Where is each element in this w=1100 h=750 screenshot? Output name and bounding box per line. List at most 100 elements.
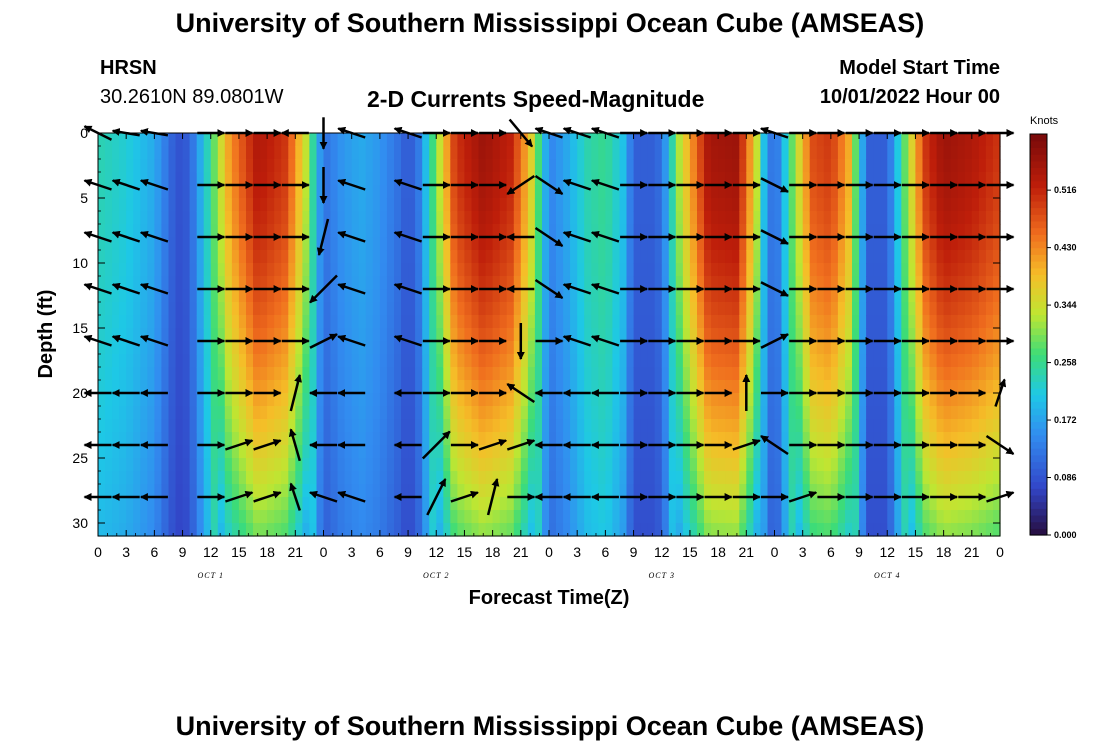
heat-cell <box>725 328 733 342</box>
heat-cell <box>964 315 973 329</box>
heat-cell <box>443 341 451 355</box>
heat-cell <box>133 523 141 537</box>
heat-cell <box>845 484 853 498</box>
heat-cell <box>147 146 155 160</box>
heat-cell <box>217 159 226 173</box>
heat-cell <box>168 497 177 511</box>
heat-cell <box>408 198 416 212</box>
heat-cell <box>288 172 296 186</box>
heat-cell <box>922 276 931 290</box>
heat-cell <box>182 432 191 446</box>
heat-cell <box>175 263 184 277</box>
heat-cell <box>161 471 169 485</box>
heat-cell <box>238 289 247 303</box>
heat-cell <box>859 406 867 420</box>
heat-cell <box>372 510 381 524</box>
heat-cell <box>323 172 332 186</box>
heat-cell <box>668 250 677 264</box>
heat-cell <box>527 523 536 537</box>
heat-cell <box>901 237 909 251</box>
heat-cell <box>253 354 261 368</box>
heat-cell <box>746 263 754 277</box>
heat-cell <box>408 354 416 368</box>
colorbar-swatch <box>1030 200 1047 209</box>
heat-cell <box>647 263 656 277</box>
heat-cell <box>767 159 776 173</box>
heat-cell <box>802 146 811 160</box>
heat-cell <box>189 224 198 238</box>
x-tick-label: 0 <box>771 544 779 560</box>
heat-cell <box>950 484 959 498</box>
heat-cell <box>534 432 543 446</box>
heat-cell <box>175 185 184 199</box>
heat-cell <box>189 432 198 446</box>
heat-cell <box>281 445 289 459</box>
heat-cell <box>753 198 761 212</box>
heat-cell <box>337 276 346 290</box>
heat-cell <box>866 237 874 251</box>
heat-cell <box>175 393 184 407</box>
heat-cell <box>443 484 451 498</box>
heat-cell <box>133 406 141 420</box>
heat-cell <box>309 133 317 147</box>
heat-cell <box>161 484 169 498</box>
heat-cell <box>372 354 381 368</box>
heat-cell <box>196 432 205 446</box>
heat-cell <box>661 445 670 459</box>
heat-cell <box>337 302 346 316</box>
heat-cell <box>668 237 677 251</box>
heat-cell <box>182 289 191 303</box>
heat-cell <box>478 289 487 303</box>
heat-cell <box>499 341 508 355</box>
heat-cell <box>175 471 184 485</box>
heat-cell <box>718 276 726 290</box>
heat-cell <box>577 211 585 225</box>
heat-cell <box>189 172 198 186</box>
heat-cell <box>196 510 205 524</box>
heat-cell <box>612 354 620 368</box>
heat-cell <box>309 497 317 511</box>
heat-cell <box>887 471 895 485</box>
heat-cell <box>309 198 317 212</box>
heat-cell <box>718 497 726 511</box>
heat-cell <box>929 484 938 498</box>
heat-cell <box>513 523 522 537</box>
heat-cell <box>105 497 113 511</box>
heat-cell <box>253 484 261 498</box>
heat-cell <box>647 172 656 186</box>
heat-cell <box>408 458 416 472</box>
heat-cell <box>682 133 691 147</box>
heat-cell <box>563 172 571 186</box>
heat-cell <box>689 263 698 277</box>
heat-cell <box>210 159 219 173</box>
heat-cell <box>175 159 184 173</box>
heat-cell <box>830 211 839 225</box>
heat-cell <box>161 289 169 303</box>
heat-cell <box>830 133 839 147</box>
heat-cell <box>570 406 578 420</box>
heat-cell <box>774 315 783 329</box>
heat-cell <box>98 380 106 394</box>
heat-cell <box>302 276 310 290</box>
heat-cell <box>506 393 515 407</box>
heat-cell <box>802 159 811 173</box>
heat-cell <box>830 432 839 446</box>
heat-cell <box>936 224 945 238</box>
heat-cell <box>985 484 994 498</box>
heat-cell <box>499 497 508 511</box>
page-title: University of Southern Mississippi Ocean… <box>175 8 925 38</box>
heat-cell <box>563 159 571 173</box>
heat-cell <box>246 458 254 472</box>
heat-cell <box>964 276 973 290</box>
heat-cell <box>661 159 670 173</box>
heat-cell <box>492 289 501 303</box>
heat-cell <box>922 302 931 316</box>
heat-cell <box>323 315 332 329</box>
heat-cell <box>894 315 902 329</box>
heat-cell <box>415 497 423 511</box>
heat-cell <box>971 211 980 225</box>
heat-cell <box>457 146 465 160</box>
heat-cell <box>781 510 790 524</box>
heat-cell <box>845 146 853 160</box>
heat-cell <box>126 458 134 472</box>
